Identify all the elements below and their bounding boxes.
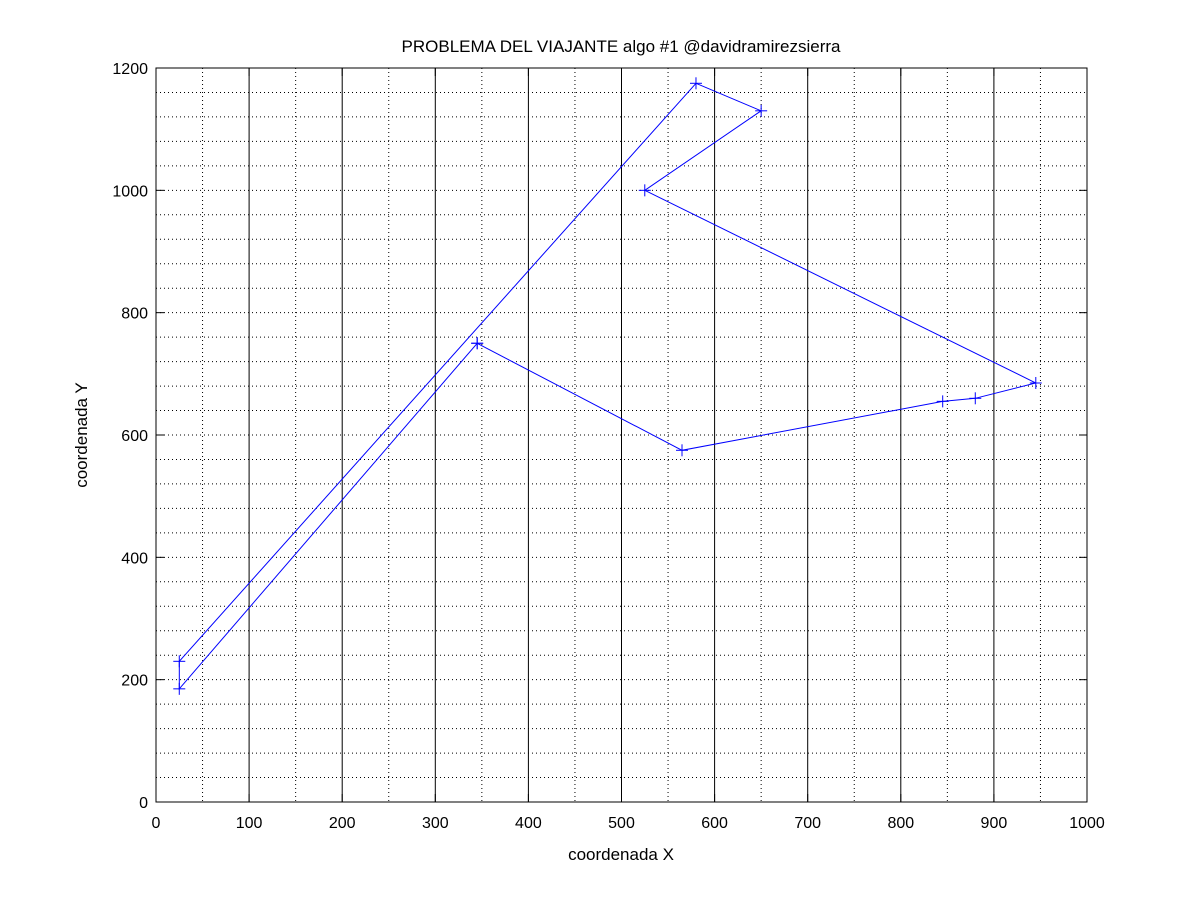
x-tick-label: 1000	[1069, 815, 1105, 832]
x-tick-label: 300	[422, 815, 449, 832]
route-series	[173, 77, 1042, 695]
route-point-marker	[969, 392, 982, 405]
x-tick-label: 700	[794, 815, 821, 832]
axis-ticks	[155, 67, 1088, 803]
route-point-marker	[1029, 377, 1042, 390]
x-tick-label: 400	[515, 815, 542, 832]
x-tick-label: 0	[152, 815, 161, 832]
route-point-marker	[676, 444, 689, 457]
route-point-marker	[936, 395, 949, 408]
y-tick-label: 1000	[112, 183, 148, 200]
y-tick-label: 200	[121, 673, 148, 690]
x-tick-label: 100	[236, 815, 263, 832]
x-tick-label: 600	[701, 815, 728, 832]
y-tick-label: 1200	[112, 61, 148, 78]
route-point-marker	[173, 655, 186, 668]
x-tick-label: 800	[887, 815, 914, 832]
x-tick-label: 200	[329, 815, 356, 832]
route-point-marker	[689, 77, 702, 90]
x-axis-label: coordenada X	[568, 845, 674, 864]
x-tick-labels: 0 100 200 300 400 500 600 700 800 900 1000	[152, 815, 1105, 832]
x-tick-label: 900	[981, 815, 1008, 832]
x-tick-label: 500	[608, 815, 635, 832]
y-tick-labels: 0 200 400 600 800 1000 1200	[112, 61, 148, 812]
major-grid	[156, 68, 1087, 802]
chart-title: PROBLEMA DEL VIAJANTE algo #1 @davidrami…	[402, 37, 841, 56]
route-point-marker	[638, 184, 651, 197]
route-point-marker	[471, 337, 484, 350]
route-point-marker	[173, 682, 186, 695]
y-tick-label: 400	[121, 550, 148, 567]
y-tick-label: 0	[139, 795, 148, 812]
y-tick-label: 800	[121, 306, 148, 323]
route-point-marker	[755, 104, 768, 117]
y-axis-label: coordenada Y	[72, 382, 91, 488]
y-tick-label: 600	[121, 428, 148, 445]
